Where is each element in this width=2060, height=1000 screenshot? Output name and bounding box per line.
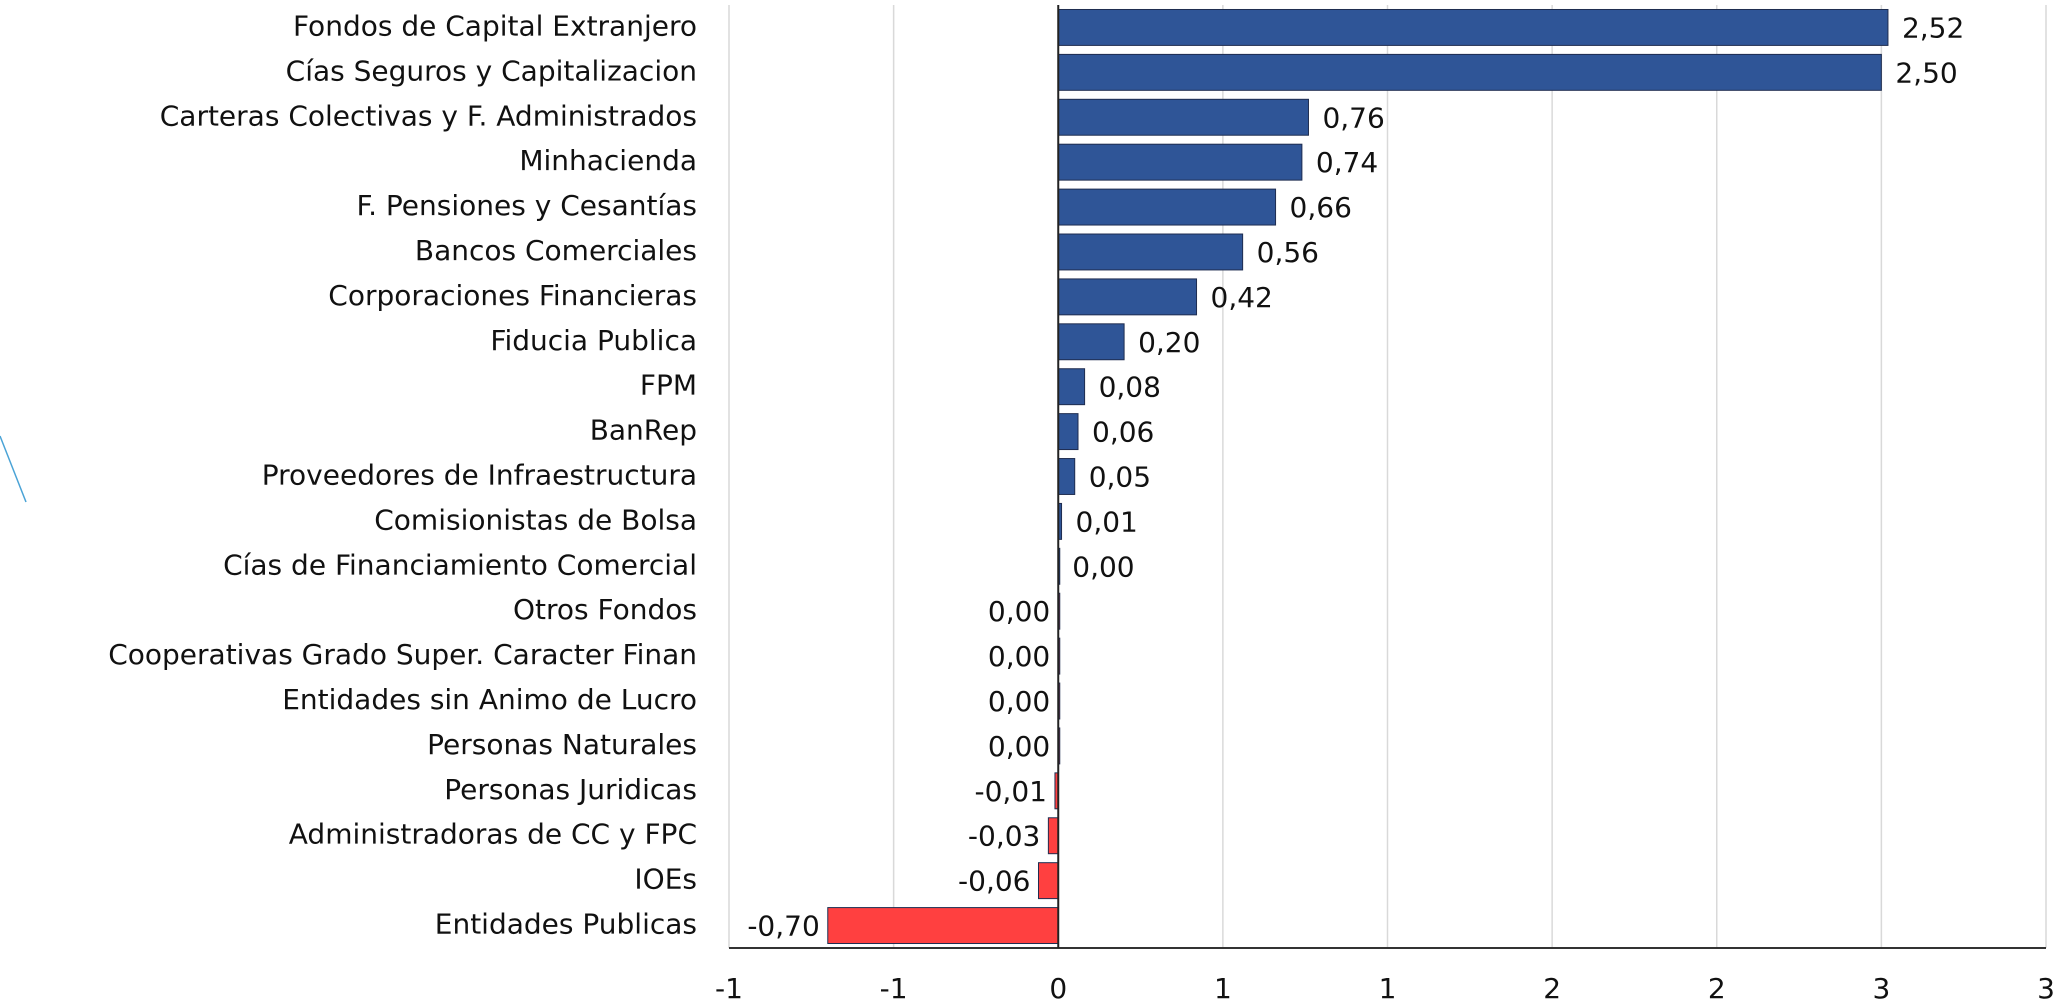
value-label: 0,00 [988, 640, 1050, 673]
value-label: 0,01 [1076, 505, 1138, 538]
value-label: 0,06 [1092, 416, 1154, 449]
value-label: 0,00 [988, 730, 1050, 763]
y-tick-label: Minhacienda [519, 144, 697, 177]
x-tick-label: -1 [880, 972, 908, 1000]
y-tick-label: BanRep [590, 414, 697, 447]
value-label: 2,50 [1895, 56, 1957, 89]
y-tick-label: Proveedores de Infraestructura [262, 459, 697, 492]
value-label: -0,01 [975, 775, 1047, 808]
value-label: -0,06 [958, 865, 1030, 898]
bar [1047, 817, 1059, 855]
bar [1057, 323, 1125, 361]
value-label: -0,03 [968, 820, 1040, 853]
value-label: -0,70 [747, 910, 819, 943]
x-tick-label: 1 [1214, 972, 1232, 1000]
bar [1057, 413, 1079, 451]
value-label: 0,76 [1322, 101, 1384, 134]
bar [1057, 368, 1086, 406]
bar [1057, 458, 1076, 495]
bar [827, 907, 1059, 945]
value-label: 0,00 [1072, 550, 1134, 583]
x-tick-label: 3 [1872, 972, 1890, 1000]
value-label: 2,52 [1902, 11, 1964, 44]
bar [1057, 53, 1882, 91]
y-tick-label: Comisionistas de Bolsa [374, 503, 697, 536]
y-tick-label: Corporaciones Financieras [328, 279, 697, 312]
x-tick-label: 3 [2037, 972, 2055, 1000]
y-tick-label: Administradoras de CC y FPC [289, 818, 697, 851]
y-tick-label: Personas Naturales [427, 728, 697, 761]
x-tick-label: 0 [1049, 972, 1067, 1000]
y-tick-label: Entidades sin Animo de Lucro [282, 683, 697, 716]
x-tick-label: 2 [1543, 972, 1561, 1000]
value-label: 0,00 [988, 685, 1050, 718]
y-tick-label: Personas Juridicas [444, 773, 697, 806]
bar [1057, 233, 1244, 271]
y-tick-label: Entidades Publicas [435, 908, 697, 941]
y-tick-label: Cooperativas Grado Super. Caracter Finan [108, 638, 697, 671]
y-tick-label: Carteras Colectivas y F. Administrados [160, 99, 697, 132]
x-tick-label: 1 [1379, 972, 1397, 1000]
value-label: 0,20 [1138, 326, 1200, 359]
x-tick-label: 2 [1708, 972, 1726, 1000]
value-label: 0,66 [1290, 191, 1352, 224]
bar [1057, 98, 1309, 136]
value-label: 0,74 [1316, 146, 1378, 179]
y-tick-label: FPM [640, 369, 697, 402]
bar [1057, 8, 1889, 46]
bar [1037, 862, 1059, 900]
value-label: 0,42 [1211, 281, 1273, 314]
y-tick-label: Fiducia Publica [490, 324, 697, 357]
y-tick-label: Bancos Comerciales [415, 234, 697, 267]
value-label: 0,05 [1089, 461, 1151, 494]
y-tick-label: IOEs [634, 863, 697, 896]
x-tick-label: -1 [715, 972, 743, 1000]
y-tick-label: Cías Seguros y Capitalizacion [286, 54, 697, 87]
y-tick-label: F. Pensiones y Cesantías [357, 189, 697, 222]
y-tick-label: Otros Fondos [513, 593, 697, 626]
bar [1057, 188, 1277, 226]
value-label: 0,08 [1099, 371, 1161, 404]
y-tick-label: Fondos de Capital Extranjero [293, 9, 697, 42]
decoration-line [0, 435, 27, 503]
value-label: 0,56 [1257, 236, 1319, 269]
bar [1057, 278, 1198, 316]
y-tick-label: Cías de Financiamiento Comercial [223, 548, 697, 581]
value-label: 0,00 [988, 595, 1050, 628]
bar [1057, 143, 1303, 181]
